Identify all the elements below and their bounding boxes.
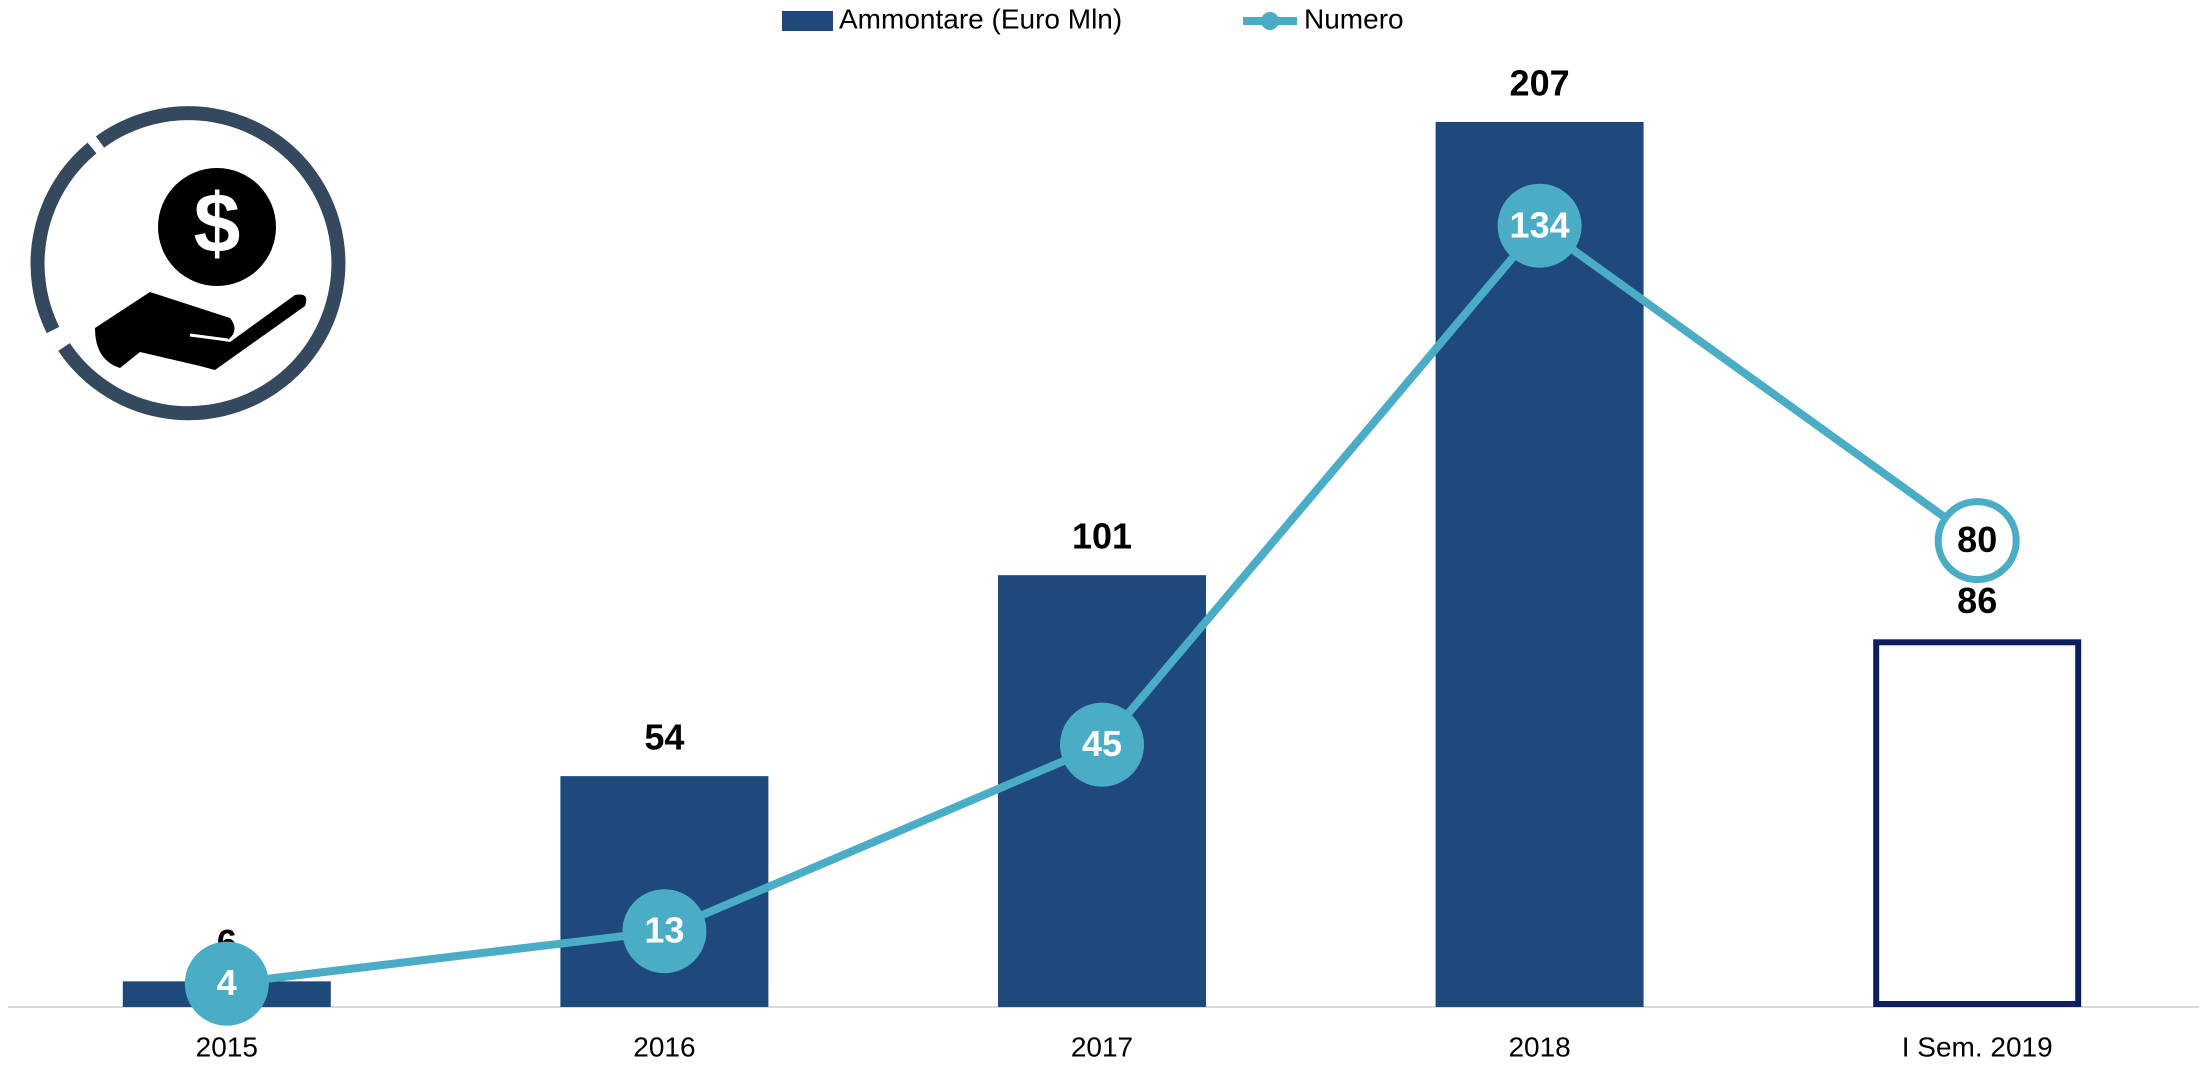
x-tick-label: I Sem. 2019 — [1902, 1031, 2053, 1062]
x-tick-label: 2018 — [1508, 1031, 1570, 1062]
data-label: 134 — [1510, 204, 1570, 245]
data-label: 101 — [1072, 516, 1132, 557]
marker — [1934, 498, 2020, 584]
data-label: 86 — [1957, 580, 1997, 621]
data-label: 54 — [644, 717, 684, 758]
x-tick-label: 2015 — [196, 1031, 258, 1062]
legend-label: Ammontare (Euro Mln) — [839, 3, 1122, 34]
marker — [1497, 183, 1582, 268]
data-label: 13 — [644, 910, 684, 951]
x-tick-label: 2016 — [633, 1031, 695, 1062]
bar — [1435, 121, 1644, 1007]
legend-swatch — [782, 11, 833, 31]
data-label: 207 — [1510, 62, 1570, 103]
money-icon: $ — [30, 106, 346, 421]
x-tick-label: 2017 — [1071, 1031, 1133, 1062]
legend-swatch — [1261, 12, 1279, 30]
bar — [998, 575, 1206, 1007]
bar — [1873, 639, 2082, 1008]
data-label: 80 — [1957, 519, 1997, 560]
data-label: 4 — [217, 962, 237, 1003]
marker — [184, 941, 269, 1026]
legend-label: Numero — [1304, 3, 1404, 34]
data-label: 45 — [1082, 723, 1122, 764]
marker — [622, 889, 707, 974]
svg-text:$: $ — [194, 176, 241, 270]
marker — [1060, 702, 1144, 787]
